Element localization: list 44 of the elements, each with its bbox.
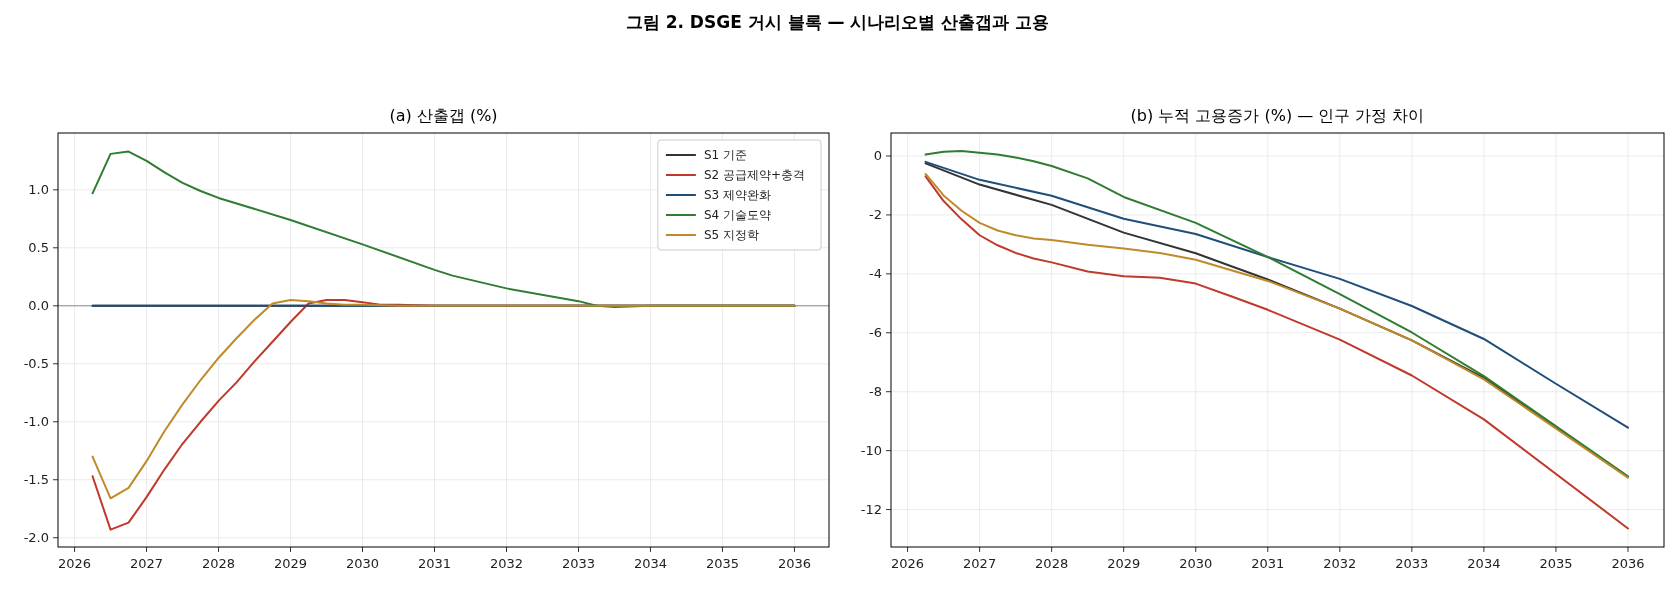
- x-tick-label: 2026: [58, 556, 92, 571]
- y-tick-label: -8: [869, 384, 882, 400]
- x-tick-label: 2033: [561, 556, 596, 571]
- x-tick-label: 2029: [273, 556, 308, 571]
- y-tick-label: -2: [869, 207, 882, 223]
- legend-label: S2 공급제약+충격: [703, 168, 805, 182]
- x-tick-label: 2029: [1107, 556, 1141, 571]
- chart-subtitle: (b) 누적 고용증가 (%) — 인구 가정 차이: [1130, 106, 1425, 125]
- x-tick-label: 2030: [1179, 556, 1213, 571]
- x-tick-label: 2026: [891, 556, 925, 571]
- legend-label: S3 제약완화: [703, 188, 771, 202]
- legend-label: S4 기술도약: [703, 208, 771, 222]
- legend-label: S5 지정학: [703, 228, 759, 242]
- chart-subtitle: (a) 산출갭 (%): [389, 106, 498, 125]
- x-tick-label: 2030: [345, 556, 380, 571]
- y-tick-label: 0: [873, 148, 882, 164]
- x-tick-label: 2031: [417, 556, 452, 571]
- y-tick-label: 1.0: [28, 182, 49, 198]
- y-tick-label: -1.5: [23, 472, 49, 488]
- y-tick-label: 0.0: [28, 298, 49, 314]
- x-tick-label: 2036: [1611, 556, 1645, 571]
- chart-title: 그림 2. DSGE 거시 블록 — 시나리오별 산출갭과 고용: [625, 12, 1050, 32]
- x-tick-label: 2035: [705, 556, 739, 571]
- x-tick-label: 2034: [633, 556, 668, 571]
- x-tick-label: 2027: [130, 556, 164, 571]
- x-tick-label: 2034: [1467, 556, 1501, 571]
- x-tick-label: 2031: [1251, 556, 1285, 571]
- x-tick-label: 2032: [489, 556, 524, 571]
- x-tick-label: 2027: [963, 556, 997, 571]
- y-tick-label: -2.0: [23, 530, 49, 546]
- y-tick-label: -10: [860, 443, 882, 459]
- x-tick-label: 2028: [1035, 556, 1069, 571]
- y-tick-label: -4: [869, 266, 882, 282]
- legend-label: S1 기준: [703, 148, 747, 162]
- y-tick-label: 0.5: [28, 240, 49, 256]
- y-tick-label: -1.0: [23, 414, 49, 430]
- x-tick-label: 2028: [201, 556, 236, 571]
- x-tick-label: 2036: [777, 556, 811, 571]
- y-tick-label: -12: [860, 502, 882, 518]
- y-tick-label: -0.5: [23, 356, 49, 372]
- x-tick-label: 2032: [1323, 556, 1357, 571]
- x-tick-label: 2035: [1539, 556, 1573, 571]
- y-tick-label: -6: [869, 325, 882, 341]
- x-tick-label: 2033: [1395, 556, 1429, 571]
